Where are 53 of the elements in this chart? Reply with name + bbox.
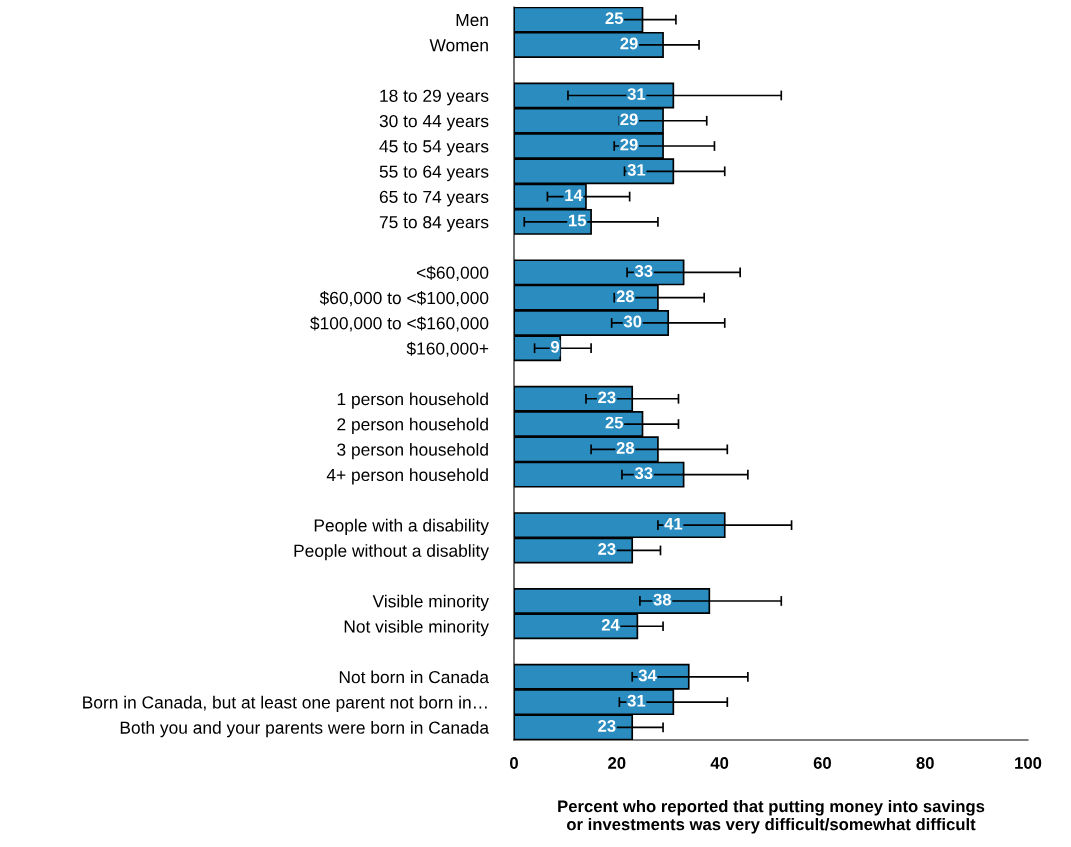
y-tick-label: Women xyxy=(429,39,488,52)
data-label: 31 xyxy=(627,694,646,707)
y-tick-label: 30 to 44 years xyxy=(379,114,489,131)
data-label: 14 xyxy=(565,189,583,201)
data-label: 23 xyxy=(598,391,616,404)
data-label: 24 xyxy=(601,618,620,631)
y-tick-label: Not visible minority xyxy=(344,619,489,637)
data-label: 15 xyxy=(569,214,587,227)
data-label: 30 xyxy=(623,315,642,328)
x-tick-label: 20 xyxy=(608,757,626,769)
data-label: 29 xyxy=(620,138,638,151)
y-tick-label: People with a disability xyxy=(314,518,489,536)
y-tick-label: People without a disablity xyxy=(294,544,489,561)
y-tick-label: 75 to 84 years xyxy=(379,216,489,232)
y-tick-label: 55 to 64 years xyxy=(379,165,489,182)
x-tick-label: 60 xyxy=(813,757,831,769)
x-tick-label: 100 xyxy=(1015,757,1042,769)
data-label: 29 xyxy=(620,113,638,126)
y-tick-label: Born in Canada, but at least one parent not born in… xyxy=(83,695,487,712)
y-tick-label: 18 to 29 years xyxy=(380,89,489,106)
y-tick-label: 3 person household xyxy=(337,443,488,460)
data-label: 28 xyxy=(616,290,635,303)
data-label: 38 xyxy=(653,593,672,606)
y-tick-label: Both you and your parents were born in Canada xyxy=(120,721,490,738)
data-label: 31 xyxy=(627,88,646,100)
y-tick-label: 1 person household xyxy=(337,392,488,409)
y-tick-label: 45 to 54 years xyxy=(379,140,489,156)
y-tick-label: 4+ person household xyxy=(326,468,488,485)
y-tick-label: Not born in Canada xyxy=(339,670,490,684)
data-label: 41 xyxy=(664,518,683,530)
data-label: 29 xyxy=(620,37,638,50)
data-label: 31 xyxy=(627,163,646,176)
y-tick-label: Men xyxy=(456,13,488,27)
y-tick-label: $60,000 to <$100,000 xyxy=(319,291,489,307)
y-tick-label: 2 person household xyxy=(337,417,488,434)
y-tick-label: <$60,000 xyxy=(416,265,489,281)
data-label: 33 xyxy=(634,467,653,480)
y-tick-label: $160,000+ xyxy=(406,341,489,357)
x-tick-label: 80 xyxy=(916,757,934,769)
y-tick-label: 65 to 74 years xyxy=(379,190,489,207)
x-axis-title: Percent who reported that putting money into savings or investments was very difficult/somewhat difficult xyxy=(558,799,985,834)
data-label: 28 xyxy=(616,442,635,454)
data-label: 9 xyxy=(550,340,560,353)
data-label: 23 xyxy=(598,543,616,555)
data-label: 25 xyxy=(605,416,624,429)
y-tick-label: $100,000 to <$160,000 xyxy=(310,316,489,332)
data-label: 25 xyxy=(605,12,624,25)
data-label: 33 xyxy=(634,265,653,277)
data-label: 23 xyxy=(598,720,616,732)
y-tick-label: Visible minority xyxy=(372,594,489,611)
x-tick-label: 40 xyxy=(710,757,729,769)
x-tick-label: 0 xyxy=(510,757,518,769)
data-label: 34 xyxy=(638,669,657,682)
